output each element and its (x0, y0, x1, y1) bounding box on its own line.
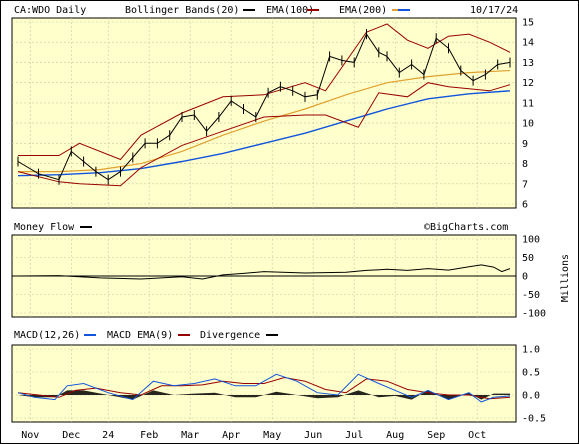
bollinger-upper-line (18, 23, 511, 161)
y-tick-label: 50 (522, 253, 534, 264)
header-legend: Bollinger Bands(20) EMA(100) EMA(200) (125, 5, 410, 16)
ema200-line (17, 90, 511, 177)
x-tick-label: Sep (427, 430, 445, 441)
money-flow-label: Money Flow (14, 222, 75, 233)
x-axis-labels: Nov Dec 24 Feb Mar Apr May Jun Jul Aug Sep Oct (21, 430, 486, 441)
watermark: ©BigCharts.com (424, 222, 508, 233)
macd-y-ticks: 1.0 0.5 0.0 -0.5 (522, 345, 546, 425)
divergence-area (18, 390, 510, 400)
y-tick-label: 9 (522, 139, 528, 150)
x-tick-label: Mar (181, 430, 199, 441)
macd-legend-label-2: Divergence (200, 330, 260, 341)
y-tick-label: 11 (522, 98, 534, 109)
x-tick-label: Aug (386, 430, 404, 441)
price-y-ticks: 6 7 8 9 10 11 12 13 14 15 (522, 18, 534, 211)
x-tick-label: Jul (345, 430, 363, 441)
ema100-line (18, 69, 511, 173)
y-tick-label: 8 (522, 159, 528, 170)
x-tick-label: May (263, 430, 281, 441)
y-tick-label: 0 (522, 272, 528, 283)
bollinger-lower-line (17, 82, 511, 187)
y-tick-label: 0.5 (522, 368, 540, 379)
y-tick-label: 14 (522, 38, 534, 49)
money-flow-y-unit: Millions (560, 254, 571, 302)
x-tick-label: 24 (102, 430, 114, 441)
y-tick-label: 6 (522, 200, 528, 211)
ticker-label: CA:WDO Daily (14, 5, 86, 16)
price-grid (12, 18, 516, 208)
y-tick-label: 13 (522, 58, 534, 69)
y-tick-label: 1.0 (522, 345, 540, 356)
price-panel (11, 17, 517, 209)
price-line (17, 33, 511, 181)
macd-legend-label-0: MACD(12,26) (14, 330, 80, 341)
x-tick-label: Dec (62, 430, 80, 441)
y-tick-label: -0.5 (522, 414, 546, 425)
legend-label-1: EMA(100) (266, 5, 314, 16)
macd-line (17, 373, 511, 403)
y-tick-label: 10 (522, 119, 534, 130)
y-tick-label: 12 (522, 78, 534, 89)
y-tick-label: -50 (522, 290, 540, 301)
macd-legend-label-1: MACD EMA(9) (107, 330, 173, 341)
legend-label-0: Bollinger Bands(20) (125, 5, 239, 16)
x-tick-label: Feb (140, 430, 158, 441)
money-flow-y-ticks: 100 50 0 -50 -100 (522, 235, 546, 320)
money-flow-series (12, 264, 516, 280)
y-tick-label: 0.0 (522, 391, 540, 402)
macd-series (17, 373, 511, 403)
x-tick-label: Jun (304, 430, 322, 441)
y-tick-label: 15 (522, 18, 534, 29)
money-flow-line (17, 264, 511, 280)
legend-label-2: EMA(200) (339, 5, 387, 16)
y-tick-label: -100 (522, 309, 546, 320)
header-date: 10/17/24 (470, 5, 518, 16)
price-series (17, 23, 511, 187)
x-tick-label: Apr (222, 430, 240, 441)
macd-legend: MACD(12,26) MACD EMA(9) Divergence (14, 330, 278, 341)
x-tick-label: Nov (21, 430, 39, 441)
y-tick-label: 7 (522, 179, 528, 190)
x-tick-label: Oct (468, 430, 486, 441)
y-tick-label: 100 (522, 235, 540, 246)
